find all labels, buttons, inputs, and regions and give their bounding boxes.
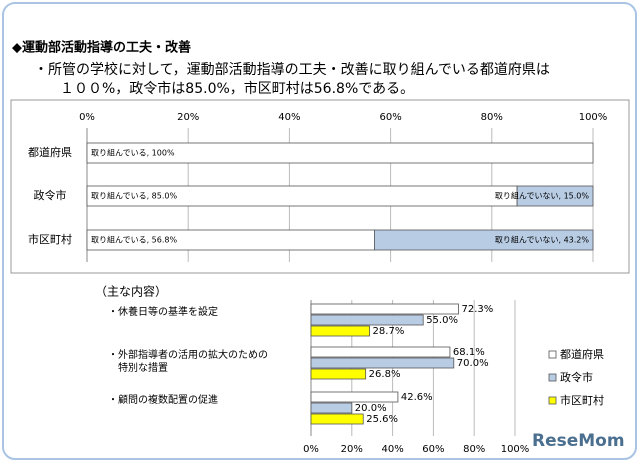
data-label: 55.0% [426,315,458,326]
bar [516,185,594,207]
category-label: ・顧問の複数配置の促進 [108,395,218,406]
bar [310,357,455,369]
bar [310,402,353,414]
chart-title: （主な内容） [95,284,167,299]
x-tick-label: 60% [379,112,401,123]
x-tick-label: 80% [463,444,485,455]
bar [86,142,594,164]
data-label: 28.7% [373,326,405,337]
data-label: 取り組んでいる, 85.0% [91,191,177,201]
bar [310,413,364,425]
text-line: １００%，政令市は85.0%，市区町村は56.8%である。 [60,80,414,97]
x-tick-label: 100% [501,444,530,455]
text-line: ・所管の学校に対して，運動部活動指導の工夫・改善に取り組んでいる都道府県は [34,61,550,78]
bar [310,303,459,315]
x-tick-label: 20% [177,112,199,123]
legend-label: 市区町村 [560,393,604,407]
title: ◆運動部活動指導の工夫・改善 [12,40,191,56]
data-label: 68.1% [453,347,485,358]
bar [310,346,451,358]
bar [310,391,399,403]
data-label: 取り組んでいる, 56.8% [91,235,177,245]
y-tick-label: 市区町村 [28,232,72,246]
legend-swatch [548,396,557,405]
y-tick-label: 政令市 [34,188,67,202]
x-tick-label: 80% [481,112,503,123]
data-label: 取り組んでいない, 15.0% [495,191,589,201]
x-tick-label: 20% [341,444,363,455]
x-tick-label: 40% [278,112,300,123]
data-label: 72.3% [461,304,493,315]
category-label: ・外部指導者の活用の拡大のための 特別な措置 [108,350,268,374]
legend-swatch [548,350,557,359]
legend-label: 都道府県 [560,347,604,361]
x-tick-label: 100% [579,112,608,123]
bar [310,325,370,337]
x-tick-label: 60% [422,444,444,455]
legend-swatch [548,373,557,382]
y-tick-label: 都道府県 [28,145,72,159]
data-label: 25.6% [366,414,398,425]
data-label: 26.8% [369,369,401,380]
x-tick-label: 0% [303,444,319,455]
x-tick-label: 0% [79,112,95,123]
bar [310,314,424,326]
watermark: ReseMom [532,431,625,451]
legend-label: 政令市 [560,370,593,384]
x-tick-label: 40% [381,444,403,455]
data-label: 取り組んでいる, 100% [91,148,175,158]
data-label: 20.0% [355,403,387,414]
data-label: 42.6% [401,392,433,403]
data-label: 取り組んでいない, 43.2% [495,235,589,245]
data-label: 70.0% [457,358,489,369]
bar [374,229,594,251]
bar [310,368,367,380]
category-label: ・休養日等の基準を設定 [108,307,218,318]
